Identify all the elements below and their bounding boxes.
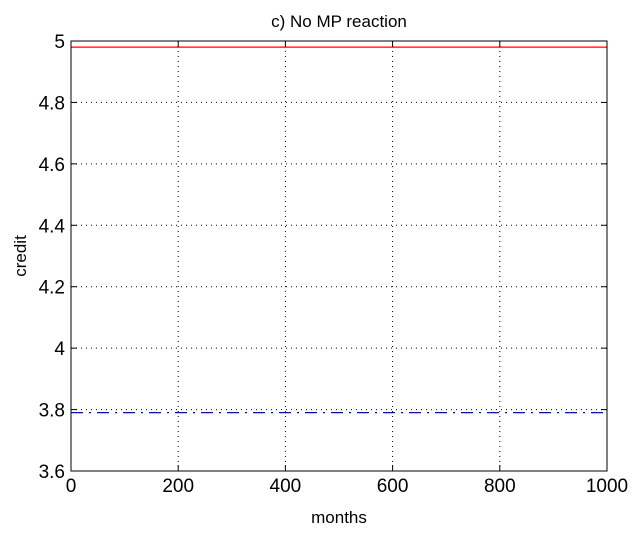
y-tick-label: 4.2 — [39, 278, 65, 299]
grid — [71, 41, 607, 471]
y-tick-label: 3.8 — [39, 401, 65, 422]
y-tick-label: 5 — [54, 32, 65, 53]
y-axis-label: credit — [11, 235, 30, 277]
x-tick-label: 0 — [66, 476, 77, 497]
y-tick-label: 4.4 — [39, 216, 66, 237]
y-tick-label: 3.6 — [39, 462, 65, 483]
ticks: 0 200 400 600 800 1000 3.6 3.8 4 4.2 4.4 4.6 4.8 5 — [39, 32, 629, 497]
chart-title: c) No MP reaction — [271, 12, 407, 31]
plot-frame — [70, 40, 608, 472]
x-tick-label: 200 — [162, 476, 194, 497]
x-axis-label: months — [311, 508, 367, 527]
x-tick-label: 800 — [484, 476, 516, 497]
y-tick-label: 4 — [54, 339, 65, 360]
y-tick-label: 4.8 — [39, 93, 65, 114]
x-tick-label: 1000 — [586, 476, 628, 497]
series-lines — [71, 46, 607, 414]
y-tick-label: 4.6 — [39, 155, 65, 176]
x-tick-label: 400 — [270, 476, 302, 497]
x-tick-label: 600 — [377, 476, 409, 497]
